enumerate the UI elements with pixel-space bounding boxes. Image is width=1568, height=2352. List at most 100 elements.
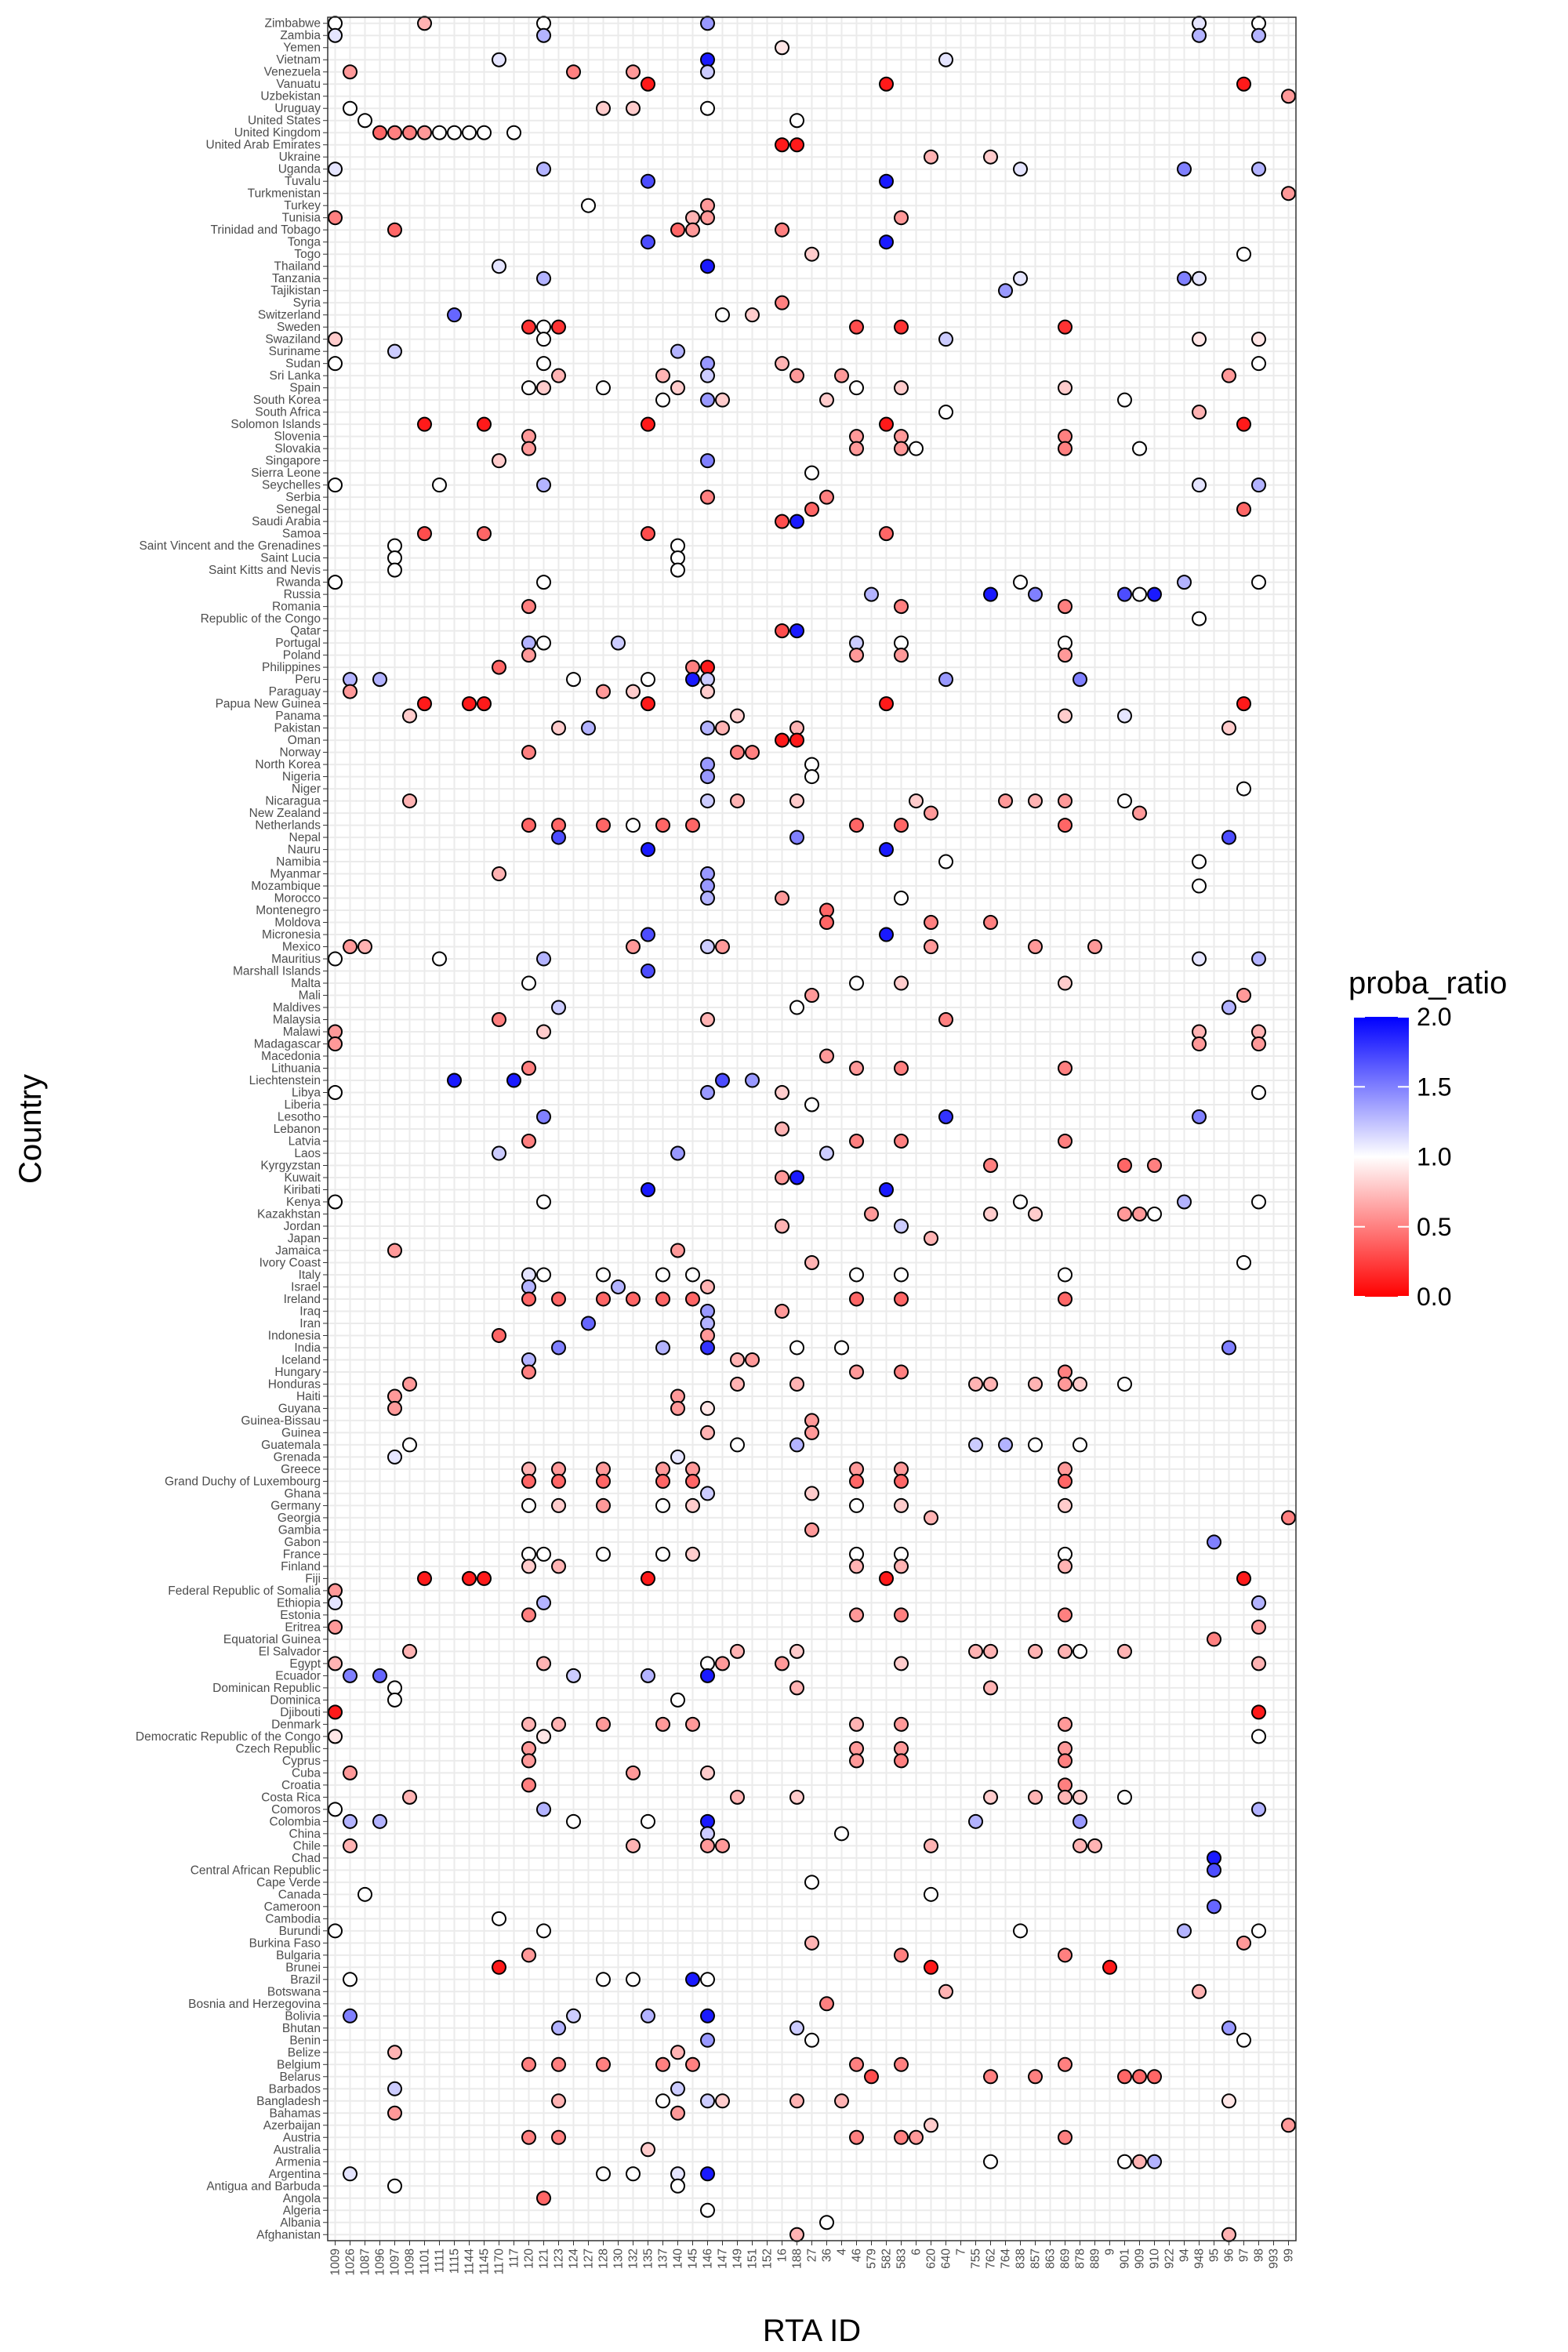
data-point [328, 1024, 343, 1040]
data-point [775, 1121, 789, 1137]
data-point [1058, 1559, 1073, 1574]
data-point [879, 842, 894, 858]
data-point [894, 319, 909, 335]
data-point [849, 1267, 864, 1283]
data-point [700, 1012, 715, 1028]
y-tick-label: Ethiopia [277, 1596, 321, 1610]
x-tick-label: 151 [746, 2249, 760, 2269]
data-point [1073, 672, 1087, 688]
data-point [1281, 2118, 1296, 2133]
y-tick-label: Vietnam [276, 53, 321, 67]
data-point [894, 1461, 909, 1477]
data-point [700, 392, 715, 408]
data-point [328, 356, 343, 372]
data-point [700, 878, 715, 894]
data-point [1177, 162, 1192, 177]
y-tick-label: Guinea-Bissau [241, 1414, 321, 1428]
data-point [417, 1570, 432, 1586]
data-point [1058, 1740, 1073, 1756]
data-point [328, 1656, 343, 1671]
data-point [1236, 988, 1251, 1004]
y-tick-label: Israel [291, 1280, 321, 1294]
data-point [983, 1376, 998, 1392]
data-point [879, 1570, 894, 1586]
y-tick-label: Vanuatu [276, 78, 321, 91]
data-point [328, 951, 343, 967]
data-point [328, 1802, 343, 1817]
data-point [894, 648, 909, 663]
data-point [998, 793, 1013, 809]
y-tick-label: Turkmenistan [248, 187, 321, 201]
data-point [328, 1583, 343, 1599]
data-point [685, 1461, 700, 1477]
data-point [894, 599, 909, 615]
data-point [492, 52, 506, 67]
y-tick-label: Cape Verde [256, 1876, 321, 1889]
data-point [1251, 1085, 1266, 1101]
data-point [894, 818, 909, 833]
data-point [1058, 1061, 1073, 1076]
data-point [492, 1145, 506, 1161]
data-point [789, 2020, 804, 2036]
y-tick-label: Nigeria [282, 771, 321, 784]
data-point [1058, 319, 1073, 335]
data-point [417, 125, 432, 140]
data-point [462, 125, 477, 140]
data-point [1102, 1959, 1117, 1975]
data-point [819, 392, 834, 408]
y-tick-label: Maldives [273, 1001, 321, 1014]
y-tick-label: Tonga [288, 236, 321, 249]
data-point [536, 1595, 551, 1610]
data-point [715, 1073, 730, 1088]
data-point [700, 891, 715, 906]
data-point [1132, 1206, 1147, 1221]
data-point [1132, 586, 1147, 602]
x-tick-label: 1170 [493, 2249, 506, 2275]
data-point [596, 1497, 611, 1513]
y-tick-label: Dominican Republic [212, 1682, 321, 1695]
y-tick-label: Comoros [271, 1803, 321, 1817]
data-point [1236, 502, 1251, 517]
data-point [1221, 2093, 1236, 2109]
data-point [387, 1692, 402, 1708]
data-point [1058, 793, 1073, 809]
data-point [849, 1716, 864, 1732]
y-tick-label: Italy [299, 1269, 321, 1282]
data-point [1236, 696, 1251, 712]
data-point [655, 2056, 670, 2072]
data-point [626, 939, 641, 955]
data-point [521, 1461, 536, 1477]
data-point [789, 1376, 804, 1392]
data-point [894, 1267, 909, 1283]
x-tick-label: 582 [880, 2249, 894, 2269]
y-tick-label: Djibouti [280, 1706, 321, 1719]
y-tick-label: Chad [292, 1852, 321, 1865]
y-tick-label: Ivory Coast [260, 1256, 321, 1269]
data-point [1058, 818, 1073, 833]
data-point [700, 793, 715, 809]
data-point [328, 1704, 343, 1720]
data-point [983, 1157, 998, 1173]
data-point [894, 1546, 909, 1562]
data-point [849, 975, 864, 991]
legend-title: proba_ratio [1348, 966, 1507, 1000]
data-point [983, 915, 998, 931]
data-point [789, 137, 804, 153]
data-point [894, 1947, 909, 1963]
y-tick-label: Eritrea [285, 1621, 321, 1634]
data-point [700, 1316, 715, 1331]
data-point [894, 1559, 909, 1574]
y-tick-label: Armenia [275, 2155, 321, 2169]
y-tick-label: Libya [292, 1087, 321, 1100]
data-point [894, 635, 909, 651]
data-point [1013, 162, 1028, 177]
y-tick-label: Bolivia [285, 2009, 321, 2023]
x-tick-label: 9 [1104, 2249, 1117, 2256]
y-tick-label: Nicaragua [265, 795, 321, 808]
data-point [894, 1364, 909, 1380]
data-point [521, 1546, 536, 1562]
data-point [387, 1388, 402, 1404]
y-tick-label: Papua New Guinea [216, 698, 321, 711]
data-point [596, 1716, 611, 1732]
data-point [1073, 1376, 1087, 1392]
